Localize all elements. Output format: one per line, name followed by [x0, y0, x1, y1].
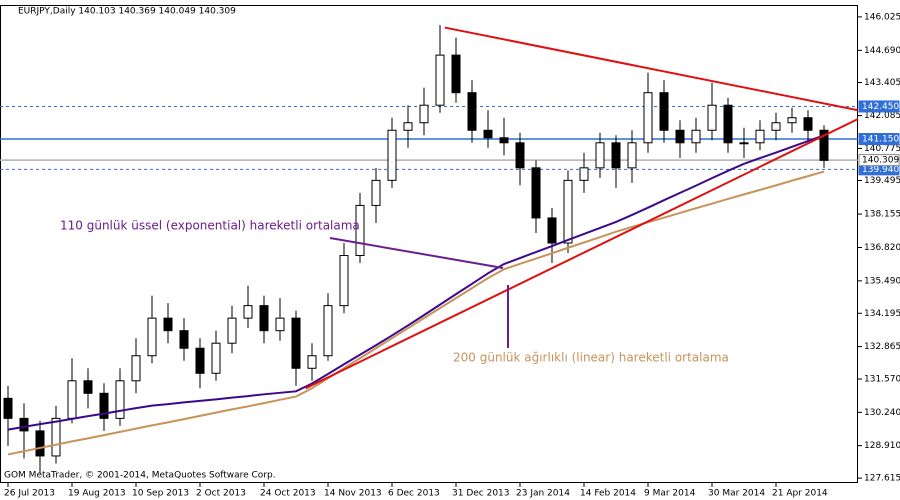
y-tick-label: 130.240 — [864, 408, 900, 418]
candle-body — [99, 392, 109, 419]
candle-body — [163, 317, 173, 332]
chart-title: EURJPY,Daily 140.103 140.369 140.049 140… — [18, 7, 236, 17]
x-tick-label: 24 Oct 2013 — [260, 489, 316, 499]
level-label-box — [858, 100, 900, 113]
candle-body — [707, 104, 717, 131]
candle-body — [627, 142, 637, 169]
candle-body — [259, 305, 269, 332]
trendline — [444, 26, 859, 112]
candle-body — [227, 317, 237, 344]
plot-frame — [0, 5, 858, 483]
candle-body — [115, 380, 125, 419]
x-tick-label: 14 Feb 2014 — [580, 489, 636, 499]
candle-body — [771, 122, 781, 131]
level-label-box — [858, 154, 900, 167]
candle-body — [355, 204, 365, 257]
candle-body — [819, 129, 829, 161]
x-tick-label: 14 Nov 2013 — [324, 489, 382, 499]
y-tick-label: 132.865 — [864, 342, 900, 352]
moving-average — [7, 134, 825, 431]
candle-body — [339, 255, 349, 307]
candle-body — [515, 142, 525, 169]
level-label: 140.309 — [862, 156, 899, 166]
candle-body — [403, 122, 413, 131]
candle-body — [291, 317, 301, 369]
level-label: 142.450 — [862, 102, 899, 112]
annotation: 200 günlük ağırlıklı (linear) hareketli … — [453, 351, 729, 365]
candle-body — [531, 167, 541, 219]
candle-body — [787, 117, 797, 124]
y-tick-label: 142.085 — [864, 111, 900, 121]
candle-body — [323, 305, 333, 357]
x-tick-label: 26 Jul 2013 — [4, 489, 55, 499]
y-tick-label: 128.910 — [864, 441, 900, 451]
plot-area — [0, 25, 859, 474]
x-tick-label: 30 Mar 2014 — [708, 489, 765, 499]
candle-body — [211, 342, 221, 374]
candle-body — [563, 179, 573, 244]
candle-body — [483, 129, 493, 139]
y-tick-label: 143.405 — [864, 78, 900, 88]
y-tick-label: 131.570 — [864, 375, 900, 385]
candle-body — [67, 380, 77, 419]
x-tick-label: 21 Apr 2014 — [772, 489, 828, 499]
y-tick-label: 144.690 — [864, 46, 900, 56]
candle-body — [643, 92, 653, 144]
candle-body — [195, 347, 205, 374]
candle-body — [371, 179, 381, 206]
candle-body — [131, 355, 141, 382]
candle-body — [243, 305, 253, 319]
footer: GOM MetaTrader, © 2001-2014, MetaQuotes … — [4, 471, 276, 481]
x-tick-label: 19 Aug 2013 — [68, 489, 126, 499]
x-tick-label: 23 Jan 2014 — [516, 489, 570, 499]
candle-body — [19, 417, 29, 432]
moving-average — [7, 170, 825, 456]
candle-body — [307, 355, 317, 369]
x-tick-label: 6 Dec 2013 — [388, 489, 440, 499]
x-tick-label: 2 Oct 2013 — [196, 489, 246, 499]
x-tick-label: 31 Dec 2013 — [452, 489, 510, 499]
candle-body — [803, 117, 813, 131]
candle-body — [739, 142, 749, 145]
level-label: 141.150 — [862, 135, 899, 145]
x-tick-label: 10 Sep 2013 — [132, 489, 189, 499]
candle-body — [675, 129, 685, 144]
candle-body — [547, 217, 557, 244]
y-tick-label: 135.490 — [864, 276, 900, 286]
y-tick-label: 138.155 — [864, 210, 900, 220]
x-tick-label: 9 Mar 2014 — [644, 489, 696, 499]
candle-body — [659, 92, 669, 131]
candle-body — [51, 417, 61, 457]
y-tick-label: 146.025 — [864, 12, 900, 22]
level-label-box — [858, 133, 900, 146]
candle-body — [723, 104, 733, 144]
candle-body — [579, 167, 589, 181]
y-tick-label: 134.195 — [864, 309, 900, 319]
y-tick-label: 136.820 — [864, 243, 900, 253]
candle-body — [467, 92, 477, 131]
annotation: 110 günlük üssel (exponential) hareketli… — [60, 219, 360, 233]
candle-body — [451, 54, 461, 94]
candle-body — [595, 142, 605, 169]
candle-body — [499, 137, 509, 144]
candle-body — [275, 317, 285, 332]
y-tick-label: 127.615 — [864, 474, 900, 484]
candle-body — [611, 142, 621, 169]
candle-body — [179, 330, 189, 349]
candle-body — [35, 430, 45, 457]
candle-body — [691, 129, 701, 144]
candle-body — [3, 397, 13, 419]
candle-body — [435, 54, 445, 106]
candle-body — [147, 317, 157, 357]
annotation-arrow — [329, 237, 504, 269]
y-tick-label: 140.775 — [864, 144, 900, 154]
candle-body — [419, 104, 429, 124]
candle-body — [755, 129, 765, 144]
candle-body — [83, 380, 93, 394]
y-tick-label: 139.495 — [864, 176, 900, 186]
trendline — [305, 118, 859, 390]
level-label: 139.940 — [862, 165, 899, 175]
candle-body — [387, 129, 397, 181]
